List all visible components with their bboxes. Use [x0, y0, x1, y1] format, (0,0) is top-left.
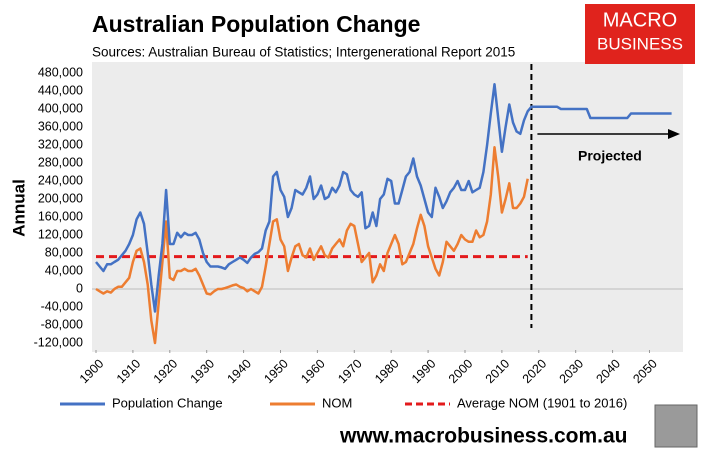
- y-tick-label: 240,000: [38, 173, 83, 187]
- y-axis-label: Annual: [9, 179, 28, 237]
- arrow-head: [668, 129, 680, 139]
- legend-label: Population Change: [112, 395, 223, 410]
- x-tick-label: 2010: [483, 357, 513, 387]
- x-tick-label: 2020: [520, 357, 550, 387]
- footer-url: www.macrobusiness.com.au: [339, 425, 627, 448]
- series-line: [95, 146, 529, 345]
- y-tick-label: -80,000: [41, 317, 83, 331]
- legend-label: NOM: [322, 395, 352, 410]
- x-tick-label: 1970: [335, 357, 365, 387]
- x-tick-label: 2000: [446, 357, 476, 387]
- series-line: [95, 83, 672, 313]
- x-tick-label: 1930: [188, 357, 218, 387]
- x-tick-label: 1960: [298, 357, 328, 387]
- legend-label: Average NOM (1901 to 2016): [457, 395, 627, 410]
- y-tick-label: 200,000: [38, 191, 83, 205]
- y-tick-label: 480,000: [38, 65, 83, 79]
- x-tick-label: 1900: [77, 357, 107, 387]
- x-tick-label: 1990: [409, 357, 439, 387]
- annotation: Projected: [578, 148, 642, 164]
- x-tick-label: 1940: [224, 357, 254, 387]
- chart-subtitle: Sources: Australian Bureau of Statistics…: [92, 45, 515, 60]
- y-tick-label: 280,000: [38, 155, 83, 169]
- y-tick-label: 320,000: [38, 137, 83, 151]
- x-tick-label: 2050: [630, 357, 660, 387]
- x-tick-label: 1920: [151, 357, 181, 387]
- logo-box: [585, 4, 695, 64]
- y-tick-label: 160,000: [38, 209, 83, 223]
- y-tick-label: 0: [76, 281, 83, 295]
- y-tick-label: 120,000: [38, 227, 83, 241]
- x-tick-label: 1950: [261, 357, 291, 387]
- x-tick-label: 2030: [557, 357, 587, 387]
- y-tick-label: 360,000: [38, 119, 83, 133]
- logo-text: BUSINESS: [597, 34, 683, 53]
- wolf-icon: [654, 404, 698, 448]
- y-tick-label: 40,000: [45, 263, 83, 277]
- y-tick-label: 440,000: [38, 83, 83, 97]
- x-tick-label: 2040: [593, 357, 623, 387]
- logo-text: MACRO: [603, 9, 677, 31]
- y-tick-label: 400,000: [38, 101, 83, 115]
- plot-area: [92, 62, 683, 352]
- x-tick-label: 1980: [372, 357, 402, 387]
- chart-title: Australian Population Change: [92, 11, 420, 37]
- x-tick-label: 1910: [114, 357, 144, 387]
- y-tick-label: -120,000: [34, 335, 83, 349]
- y-tick-label: -40,000: [41, 299, 83, 313]
- y-tick-label: 80,000: [45, 245, 83, 259]
